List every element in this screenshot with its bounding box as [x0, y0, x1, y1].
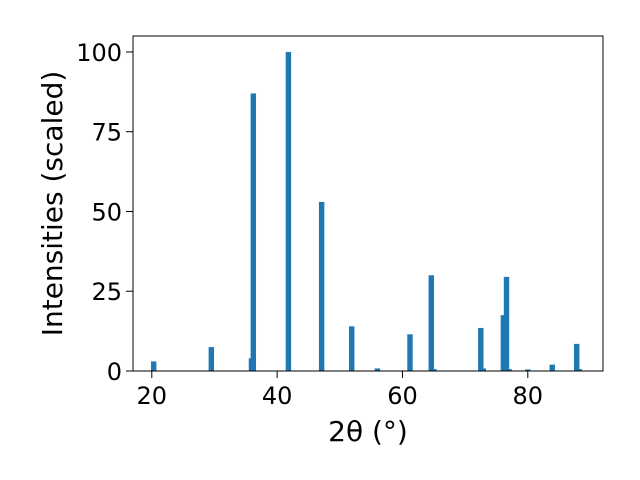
y-tick-label: 0 — [107, 358, 122, 386]
x-tick-label: 80 — [513, 382, 544, 410]
bar-19 — [576, 369, 582, 371]
y-tick-label: 100 — [76, 39, 122, 67]
bar-1 — [208, 347, 215, 371]
x-axis-label: 2θ (°) — [328, 415, 408, 448]
x-tick-label: 60 — [387, 382, 418, 410]
bar-13 — [500, 315, 507, 371]
plot-frame — [132, 35, 604, 372]
bar-6 — [349, 326, 355, 371]
bar-12 — [480, 368, 487, 371]
bar-3 — [250, 93, 257, 372]
bar-18 — [573, 343, 580, 371]
bar-17 — [549, 364, 555, 371]
bar-4 — [285, 51, 292, 371]
bar-14 — [503, 276, 510, 371]
bar-10 — [431, 369, 437, 371]
y-axis-label: Intensities (scaled) — [36, 71, 69, 337]
bar-15 — [506, 369, 512, 371]
y-tick-label: 25 — [91, 278, 122, 306]
x-axis-ticks: 20 40 60 80 — [137, 371, 544, 410]
x-tick-label: 20 — [137, 382, 168, 410]
y-axis-ticks: 0 25 50 75 100 — [76, 39, 133, 386]
bar-11 — [478, 327, 484, 371]
bar-8 — [407, 334, 413, 371]
bar-0 — [150, 361, 157, 371]
bar-7 — [374, 368, 381, 371]
bar-9 — [428, 275, 434, 371]
x-tick-label: 40 — [262, 382, 293, 410]
bar-16 — [525, 369, 531, 371]
y-tick-label: 75 — [91, 119, 122, 147]
bar-5 — [318, 201, 325, 371]
y-tick-label: 50 — [91, 198, 122, 226]
bars-group — [150, 51, 582, 372]
